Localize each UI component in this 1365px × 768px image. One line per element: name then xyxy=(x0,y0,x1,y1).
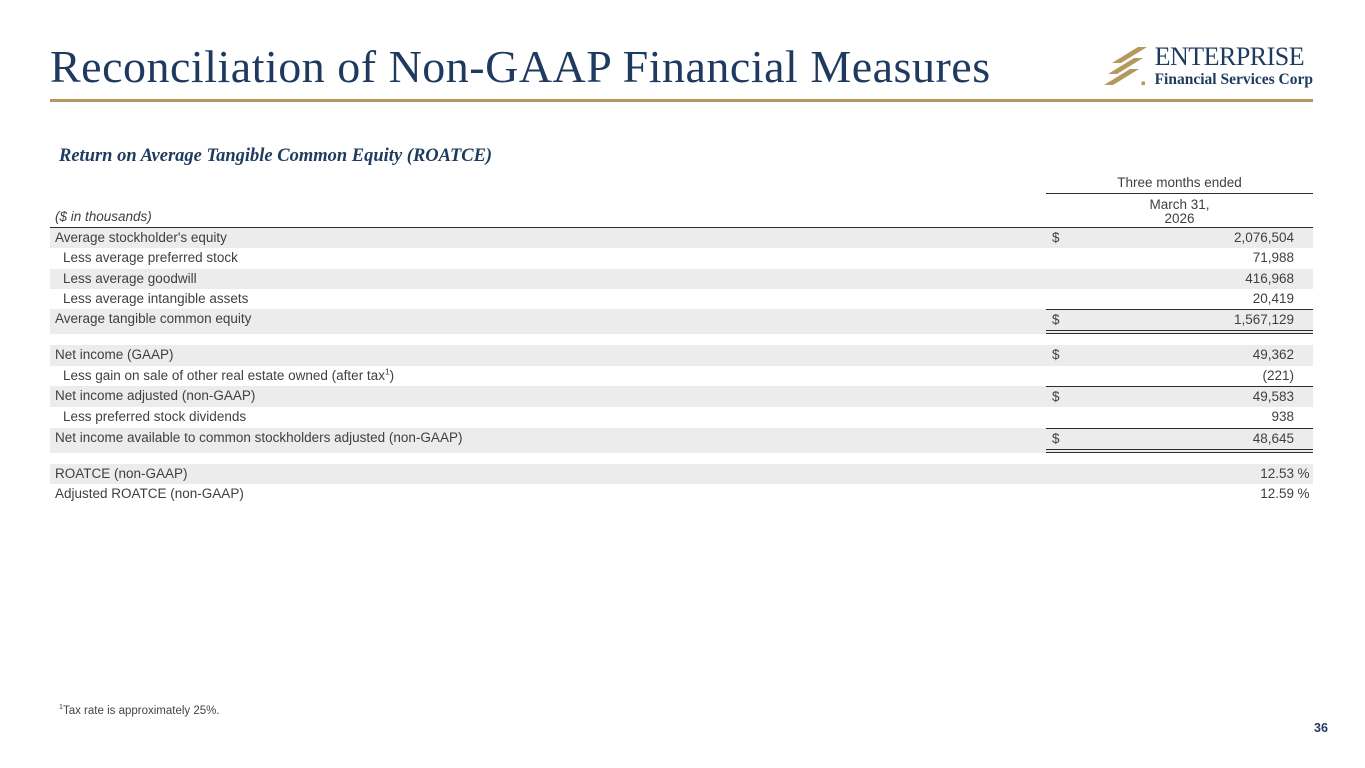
diagonal-stripes-icon xyxy=(1103,47,1147,86)
row-value-cell: 71,988 xyxy=(1046,248,1313,268)
row-value: 20,419 xyxy=(1252,290,1294,306)
table-row: Less average preferred stock 71,988 xyxy=(50,248,1313,268)
row-value: 49,583 xyxy=(1252,389,1294,405)
title-underline-rule xyxy=(50,99,1313,102)
page-title: Reconciliation of Non-GAAP Financial Mea… xyxy=(50,41,991,92)
units-label: ($ in thousands) xyxy=(55,209,152,224)
table-row: Average tangible common equity $1,567,129 xyxy=(50,309,1313,335)
column-subheader-date: March 31, 2026 xyxy=(1046,195,1313,227)
row-label: Less gain on sale of other real estate o… xyxy=(63,366,395,383)
table-body: Average stockholder's equity $2,076,504 Le… xyxy=(50,228,1313,505)
table-row: Net income adjusted (non-GAAP) $49,583 xyxy=(50,386,1313,408)
row-label: Net income (GAAP) xyxy=(55,347,174,363)
logo-company-name: ENTERPRISE xyxy=(1154,42,1305,71)
row-label: Average stockholder's equity xyxy=(55,230,227,245)
footnote: 1Tax rate is approximately 25%. xyxy=(59,703,220,717)
row-value: 49,362 xyxy=(1252,347,1294,363)
column-header-period: Three months ended xyxy=(1046,176,1313,194)
row-value: 416,968 xyxy=(1245,270,1294,286)
row-value-cell: 20,419 xyxy=(1046,289,1313,309)
row-value: 71,988 xyxy=(1252,250,1294,266)
row-value-cell: $49,362 xyxy=(1046,345,1313,365)
table-row: Net income available to common stockhold… xyxy=(50,427,1313,453)
dollar-sign: $ xyxy=(1052,230,1060,245)
percent-sign: % xyxy=(1297,465,1310,481)
row-label: ROATCE (non-GAAP) xyxy=(55,465,188,481)
row-value: 938 xyxy=(1271,409,1294,425)
row-value: 12.53 xyxy=(1260,465,1294,481)
row-value: (221) xyxy=(1262,367,1294,383)
row-value: 12.59 xyxy=(1260,486,1294,502)
table-subheader-row: ($ in thousands) March 31, 2026 xyxy=(50,194,1313,228)
table-row: Net income (GAAP) $49,362 xyxy=(50,345,1313,366)
row-label: Average tangible common equity xyxy=(55,311,252,327)
dollar-sign: $ xyxy=(1052,312,1060,328)
row-label: Less preferred stock dividends xyxy=(63,409,247,425)
footnote-text: Tax rate is approximately 25%. xyxy=(62,705,220,717)
logo-text: ENTERPRISE Financial Services Corp xyxy=(1155,44,1313,89)
table-row: ROATCE (non-GAAP) 12.53% xyxy=(50,463,1313,485)
percent-sign: % xyxy=(1297,486,1310,502)
table-row: Less preferred stock dividends 938 xyxy=(50,407,1313,427)
row-value-cell: 938 xyxy=(1046,407,1313,427)
row-value-cell: $2,076,504 xyxy=(1046,228,1313,248)
dollar-sign: $ xyxy=(1052,389,1060,405)
row-value: 1,567,129 xyxy=(1233,312,1294,328)
row-value-cell: (221) xyxy=(1046,366,1313,386)
row-value-cell: $48,645 xyxy=(1046,427,1313,453)
row-value-cell: 12.53% xyxy=(1046,464,1313,484)
row-value-cell: 416,968 xyxy=(1046,269,1313,289)
company-logo: ENTERPRISE Financial Services Corp xyxy=(1102,44,1313,89)
section-title: Return on Average Tangible Common Equity… xyxy=(59,146,493,166)
logo-company-subtitle: Financial Services Corp xyxy=(1154,71,1313,88)
table-row: Less gain on sale of other real estate o… xyxy=(50,366,1313,386)
row-label: Net income adjusted (non-GAAP) xyxy=(55,388,256,404)
roatce-table: Three months ended ($ in thousands) Marc… xyxy=(50,176,1313,505)
footnote-superscript: 1 xyxy=(59,703,63,712)
table-row: Less average intangible assets 20,419 xyxy=(50,289,1313,309)
row-label: Less average goodwill xyxy=(63,270,197,286)
row-label: Adjusted ROATCE (non-GAAP) xyxy=(55,486,244,502)
dollar-sign: $ xyxy=(1052,347,1060,363)
column-subheader-date-line2: 2026 xyxy=(1164,210,1195,226)
row-value: 2,076,504 xyxy=(1233,230,1294,245)
table-row: Less average goodwill 416,968 xyxy=(50,268,1313,289)
dollar-sign: $ xyxy=(1052,430,1060,446)
row-value: 48,645 xyxy=(1252,430,1294,446)
column-subheader-date-line1: March 31, xyxy=(1149,197,1210,212)
row-value-cell: $1,567,129 xyxy=(1046,309,1313,335)
row-label: Less average intangible assets xyxy=(63,290,249,306)
table-row: Average stockholder's equity $2,076,504 xyxy=(50,228,1313,249)
row-value-cell: $49,583 xyxy=(1046,386,1313,407)
row-label: Net income available to common stockhold… xyxy=(55,429,463,445)
row-label: Less average preferred stock xyxy=(63,250,238,266)
page-number: 36 xyxy=(1314,721,1328,735)
row-value-cell: 12.59% xyxy=(1046,484,1313,504)
table-row: Adjusted ROATCE (non-GAAP) 12.59% xyxy=(50,484,1313,504)
